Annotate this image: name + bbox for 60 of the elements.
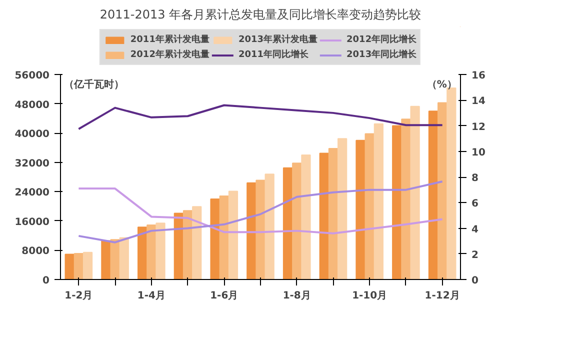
- bar: [428, 110, 438, 280]
- bar: [156, 222, 166, 280]
- y2-tick-label: 10: [472, 147, 486, 158]
- bar: [410, 106, 420, 280]
- bar: [256, 180, 266, 280]
- line-series: [78, 180, 444, 244]
- legend-label: 2012年同比增长: [346, 33, 417, 46]
- y2-tick-label: 0: [472, 276, 478, 286]
- x-tick-label: 1-2月: [64, 290, 93, 302]
- bar: [228, 190, 238, 280]
- bar: [446, 88, 456, 280]
- bar: [82, 252, 93, 280]
- bar: [119, 237, 129, 280]
- y-tick-label: 48000: [14, 100, 50, 111]
- line-series: [78, 104, 444, 130]
- bar: [210, 198, 220, 280]
- y2-tick-label: 14: [472, 96, 486, 108]
- y2-tick-label: 4: [472, 224, 478, 236]
- bar: [356, 140, 366, 280]
- y-axis-title: （亿千瓦时）: [64, 78, 124, 90]
- y2-tick-label: 12: [472, 122, 486, 133]
- bar: [192, 206, 202, 280]
- x-tick-label: 1-12月: [424, 290, 460, 302]
- y2-tick-label: 6: [472, 198, 478, 210]
- y-tick-label: 0: [42, 276, 50, 286]
- y2-tick-label: 2: [472, 250, 478, 261]
- y-tick-label: 32000: [14, 158, 50, 170]
- legend-label: 2013年同比增长: [346, 48, 417, 61]
- y2-axis-title: （%）: [426, 80, 457, 90]
- bar: [338, 138, 348, 280]
- y-tick-label: 24000: [14, 188, 50, 199]
- bar: [292, 162, 302, 280]
- y-tick-label: 56000: [14, 70, 50, 82]
- x-tick-label: 1-10月: [352, 290, 388, 302]
- legend-label: 2013年累计发电量: [238, 33, 318, 46]
- bar: [301, 154, 311, 280]
- x-tick-label: 1-6月: [210, 290, 238, 302]
- bar: [392, 125, 402, 280]
- bar: [319, 152, 329, 280]
- bar: [264, 174, 274, 280]
- bar: [110, 239, 120, 280]
- bar: [64, 254, 74, 280]
- y-tick-label: 16000: [14, 216, 50, 228]
- y-tick-label: 8000: [22, 246, 50, 258]
- chart-title: 2011-2013 年各月累计总发电量及同比增长率变动趋势比较: [100, 8, 422, 22]
- line-series: [78, 188, 444, 234]
- bar: [364, 133, 374, 280]
- y2-tick-label: 8: [472, 173, 478, 184]
- x-tick-label: 1-4月: [137, 290, 166, 302]
- x-tick-label: 1-8月: [282, 290, 311, 302]
- y2-tick-label: 16: [472, 70, 486, 82]
- legend-label: 2011年同比增长: [238, 48, 309, 61]
- bar: [374, 123, 384, 280]
- bar: [401, 118, 411, 280]
- bar: [438, 102, 448, 280]
- bar: [74, 253, 84, 280]
- legend-label: 2012年累计发电量: [130, 48, 210, 61]
- legend-label: 2011年累计发电量: [130, 33, 210, 46]
- bar: [328, 148, 338, 280]
- y-tick-label: 40000: [14, 129, 50, 140]
